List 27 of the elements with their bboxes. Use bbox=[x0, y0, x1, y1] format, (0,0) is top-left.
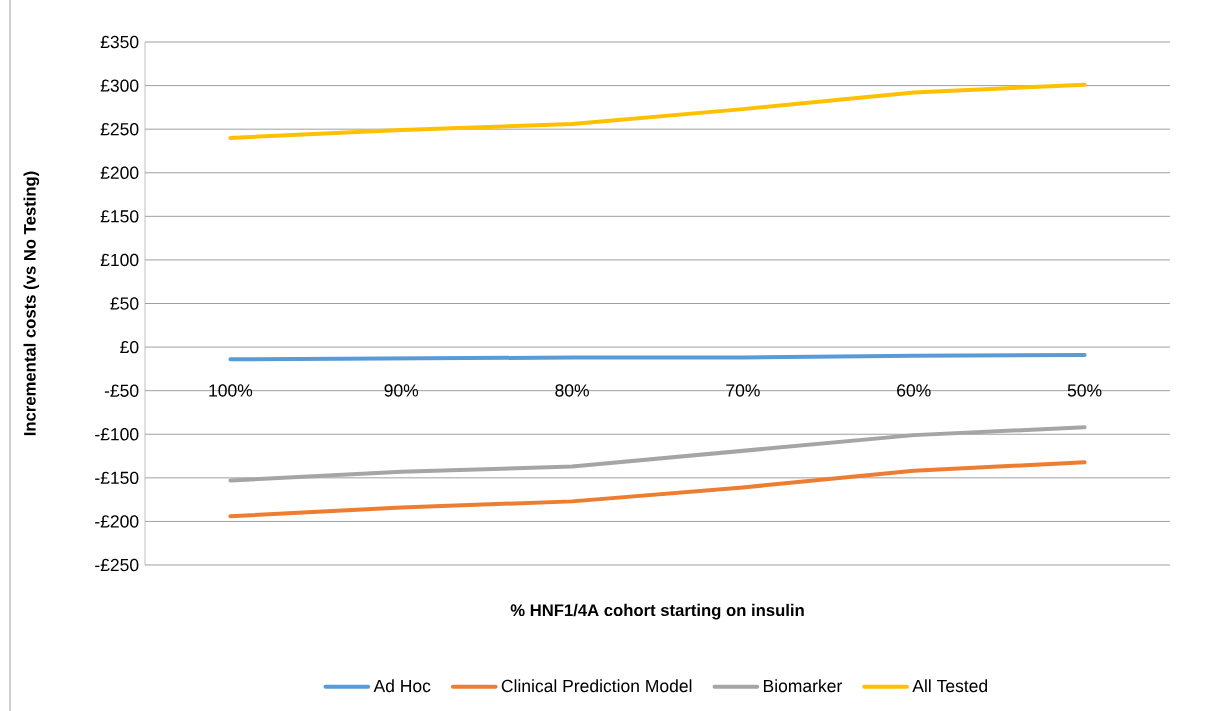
y-tick-label: -£150 bbox=[95, 471, 139, 485]
x-tick-label: 70% bbox=[726, 384, 760, 397]
y-tick-label: -£200 bbox=[95, 515, 139, 528]
line-series bbox=[228, 460, 1087, 519]
x-tick-label: 90% bbox=[384, 384, 419, 397]
legend-label: All Tested bbox=[912, 679, 988, 693]
legend-label: Ad Hoc bbox=[373, 679, 431, 693]
x-tick-label: 50% bbox=[1067, 384, 1102, 397]
y-tick-label: -£50 bbox=[104, 384, 139, 397]
x-tick-label: 80% bbox=[555, 384, 589, 397]
y-tick-label: £0 bbox=[120, 340, 139, 354]
y-axis-title: Incremental costs (vs No Testing) bbox=[23, 171, 40, 436]
x-axis-title: % HNF1/4A cohort starting on insulin bbox=[510, 603, 804, 620]
y-tick-label: -£250 bbox=[95, 558, 139, 572]
y-tick-label: £200 bbox=[100, 166, 139, 179]
y-tick-label: £250 bbox=[100, 122, 139, 136]
y-tick-label: £100 bbox=[100, 253, 139, 267]
y-tick-label: £350 bbox=[100, 35, 139, 49]
x-tick-label: 100% bbox=[209, 384, 253, 397]
legend-label: Clinical Prediction Model bbox=[501, 679, 692, 693]
line-series bbox=[228, 82, 1087, 140]
y-tick-label: -£100 bbox=[95, 428, 139, 441]
y-tick-label: £300 bbox=[100, 79, 139, 92]
y-tick-label: £150 bbox=[100, 210, 139, 223]
x-tick-label: 60% bbox=[897, 384, 931, 397]
y-tick-label: £50 bbox=[110, 297, 139, 310]
legend-label: Biomarker bbox=[763, 679, 842, 693]
